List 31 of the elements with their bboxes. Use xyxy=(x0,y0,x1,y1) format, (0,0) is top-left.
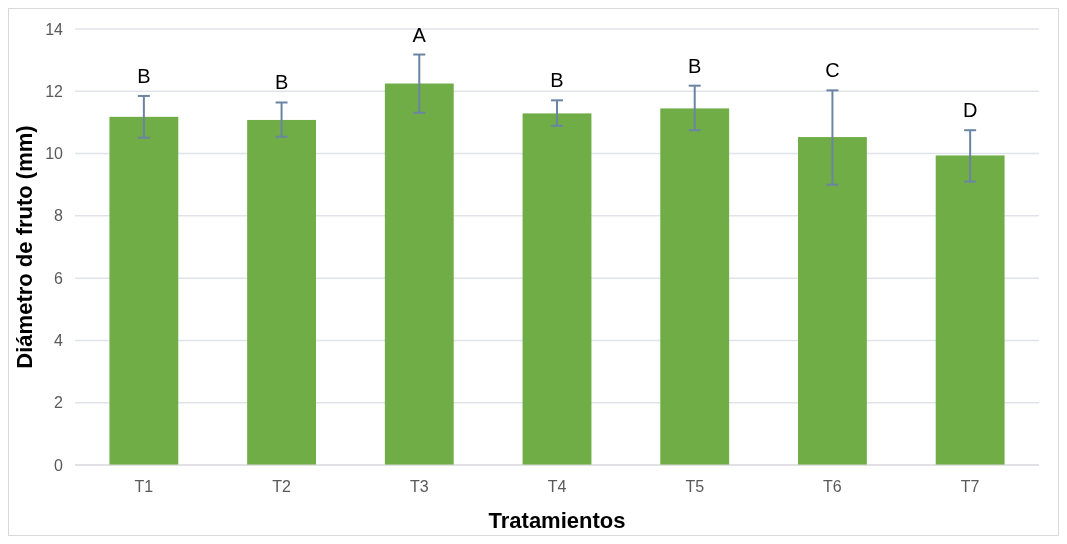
y-tick-label: 14 xyxy=(45,20,64,38)
y-tick-label: 8 xyxy=(54,207,64,225)
y-axis-title: Diámetro de fruto (mm) xyxy=(12,125,37,369)
x-tick-label: T3 xyxy=(409,478,429,495)
x-tick-label: T7 xyxy=(960,478,980,495)
x-axis-title: Tratamientos xyxy=(488,508,626,533)
bar xyxy=(109,116,179,465)
y-tick-label: 0 xyxy=(54,456,64,474)
annotation: B xyxy=(550,69,564,92)
y-tick-label: 6 xyxy=(54,269,64,287)
bar xyxy=(798,137,867,465)
annotation: C xyxy=(825,59,840,82)
y-tick-label: 12 xyxy=(45,82,64,100)
y-tick-label: 2 xyxy=(54,394,64,412)
bar xyxy=(660,108,730,465)
x-tick-label: T2 xyxy=(272,478,292,495)
annotation: D xyxy=(962,99,978,122)
bar xyxy=(247,119,316,465)
x-tick-label: T4 xyxy=(547,478,567,495)
bar xyxy=(384,83,454,465)
x-tick-label: T1 xyxy=(134,478,154,495)
annotation: A xyxy=(412,23,427,46)
annotation: B xyxy=(688,54,702,77)
y-tick-label: 10 xyxy=(45,145,64,163)
bar xyxy=(522,113,592,465)
y-tick-label: 4 xyxy=(54,332,64,350)
annotation: B xyxy=(274,71,289,94)
x-tick-label: T5 xyxy=(685,478,705,495)
annotation: B xyxy=(137,64,151,87)
bar xyxy=(935,155,1005,465)
x-tick-label: T6 xyxy=(823,478,842,495)
